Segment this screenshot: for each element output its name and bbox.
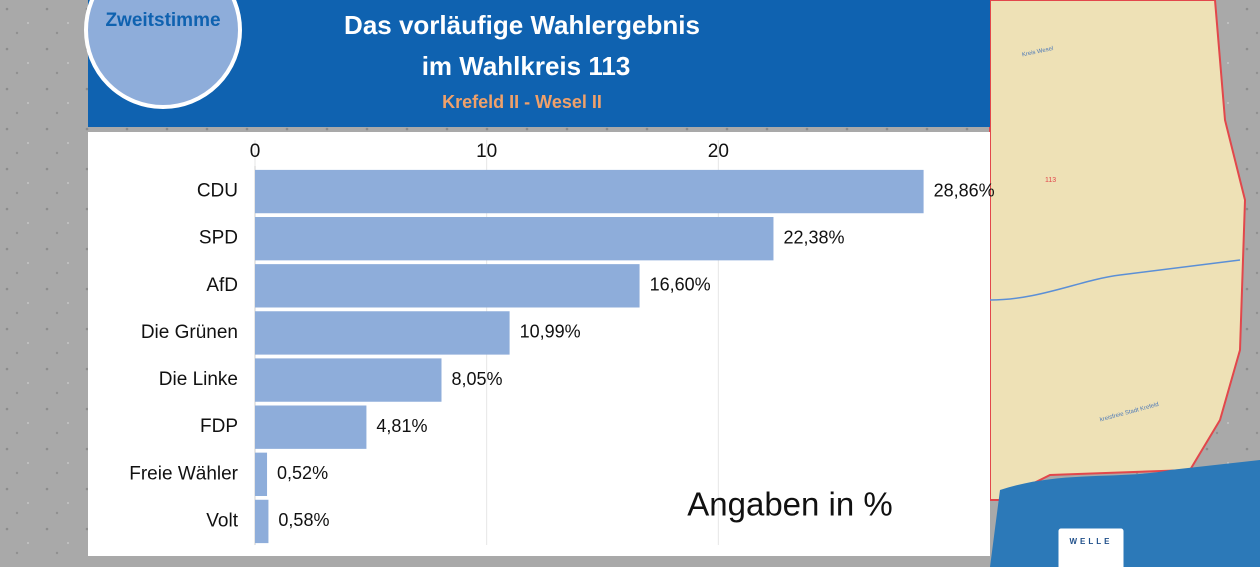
chart-title: im Wahlkreis 113 [422, 51, 631, 81]
value-label: 8,05% [451, 369, 502, 389]
map-region [989, 0, 1247, 501]
x-tick-label: 10 [476, 141, 497, 162]
y-tick-label: FDP [200, 416, 238, 437]
bar [255, 217, 774, 261]
badge [84, 0, 242, 109]
value-label: 0,52% [277, 463, 328, 483]
chart-title: Das vorläufige Wahlergebnis [344, 10, 700, 40]
bar [255, 499, 269, 544]
y-tick-label: Volt [206, 510, 238, 531]
y-tick-label: AfD [206, 275, 238, 296]
logo-text: WELLE [1070, 537, 1113, 546]
annotation: Angaben in % [687, 486, 893, 523]
bar [255, 405, 367, 449]
badge-text: Zweitstimme [105, 10, 220, 31]
logo [1057, 527, 1125, 572]
bar [255, 452, 268, 496]
y-tick-label: Freie Wähler [129, 463, 238, 484]
value-label: 22,38% [783, 227, 844, 247]
value-label: 0,58% [278, 510, 329, 530]
y-tick-label: Die Grünen [141, 322, 238, 343]
bar [255, 311, 510, 355]
value-label: 28,86% [934, 180, 995, 200]
x-tick-label: 0 [250, 141, 261, 162]
value-label: 16,60% [650, 275, 711, 295]
chart-subtitle: Krefeld II - Wesel II [442, 92, 602, 112]
bar [255, 169, 924, 214]
value-label: 4,81% [376, 416, 427, 436]
y-tick-label: Die Linke [159, 369, 238, 390]
bar [255, 264, 640, 308]
bar [255, 358, 442, 402]
y-tick-label: CDU [197, 181, 238, 202]
map-border [989, 259, 1241, 301]
y-tick-label: SPD [199, 228, 238, 249]
value-label: 10,99% [520, 322, 581, 342]
map-label: 113 [1045, 177, 1056, 184]
x-tick-label: 20 [708, 141, 729, 162]
